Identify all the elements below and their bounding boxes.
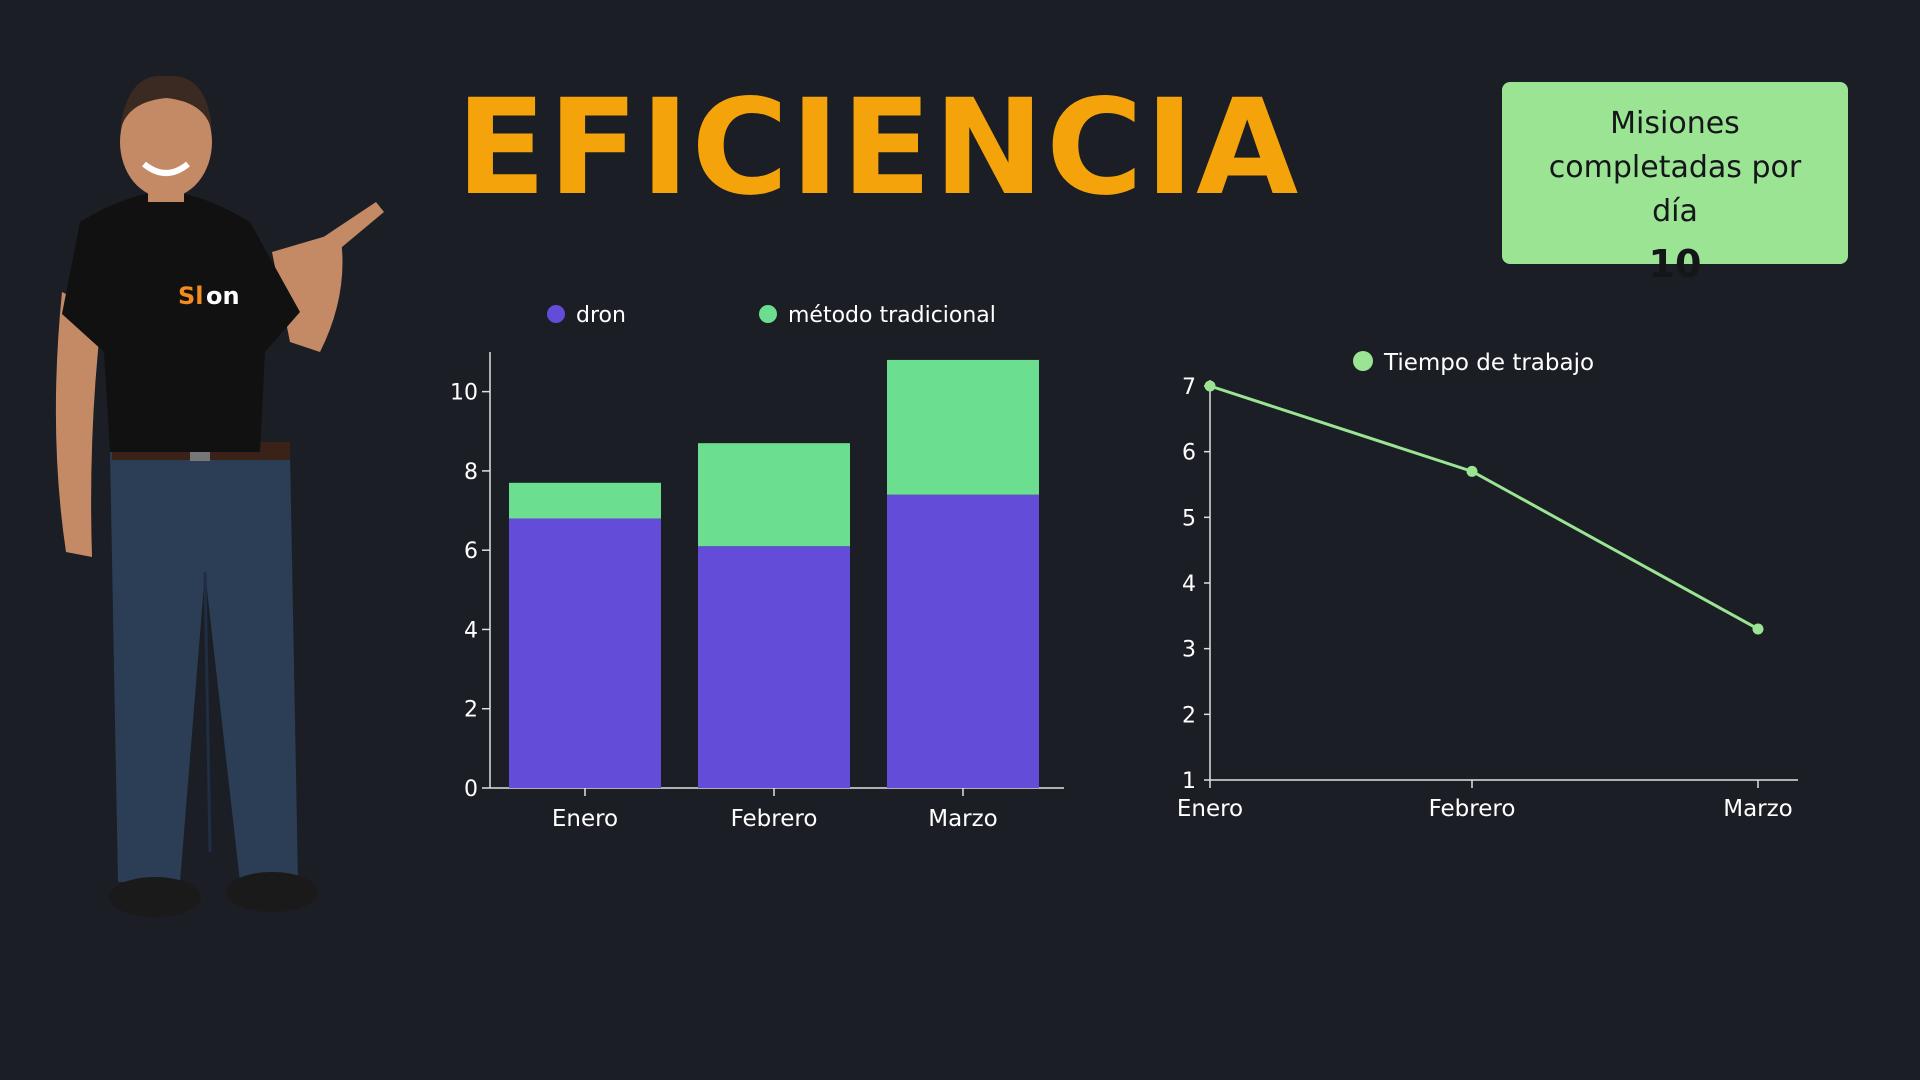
bar-legend: dron método tradicional <box>547 303 996 328</box>
bar-y-tick-label: 8 <box>464 460 478 485</box>
bar-dron-febrero <box>698 546 850 788</box>
bar-dron-marzo <box>887 494 1039 788</box>
bar-y-tick-label: 0 <box>464 777 478 802</box>
presenter-illustration: Sl on <box>55 75 384 917</box>
legend-swatch-0 <box>547 305 565 323</box>
bar-dron-enero <box>509 518 661 788</box>
kpi-label: Misiones completadas por día <box>1548 106 1802 229</box>
legend-swatch-1 <box>759 305 777 323</box>
bar-x-tick-label: Febrero <box>731 806 818 832</box>
bar-tradicional-enero <box>509 482 661 519</box>
slide-title: EFICIENCIA <box>456 71 1301 225</box>
kpi-card: Misiones completadas por día 10 <box>1502 82 1848 286</box>
bar-y-tick-label: 2 <box>464 698 478 723</box>
bar-y-tick-label: 6 <box>464 539 478 564</box>
svg-text:on: on <box>206 282 240 310</box>
bar-y-tick-label: 10 <box>450 381 478 406</box>
legend-label-0: dron <box>576 303 626 328</box>
kpi-value: 10 <box>1648 242 1702 286</box>
bar-tradicional-febrero <box>698 443 850 547</box>
bar-y-tick-label: 4 <box>464 618 478 643</box>
legend-label-1: método tradicional <box>788 303 996 328</box>
bar-tradicional-marzo <box>887 359 1039 495</box>
svg-text:Sl: Sl <box>178 282 204 310</box>
bar-marks <box>509 359 1039 788</box>
bar-x-tick-label: Enero <box>552 806 618 832</box>
bar-x-tick-label: Marzo <box>928 806 998 832</box>
